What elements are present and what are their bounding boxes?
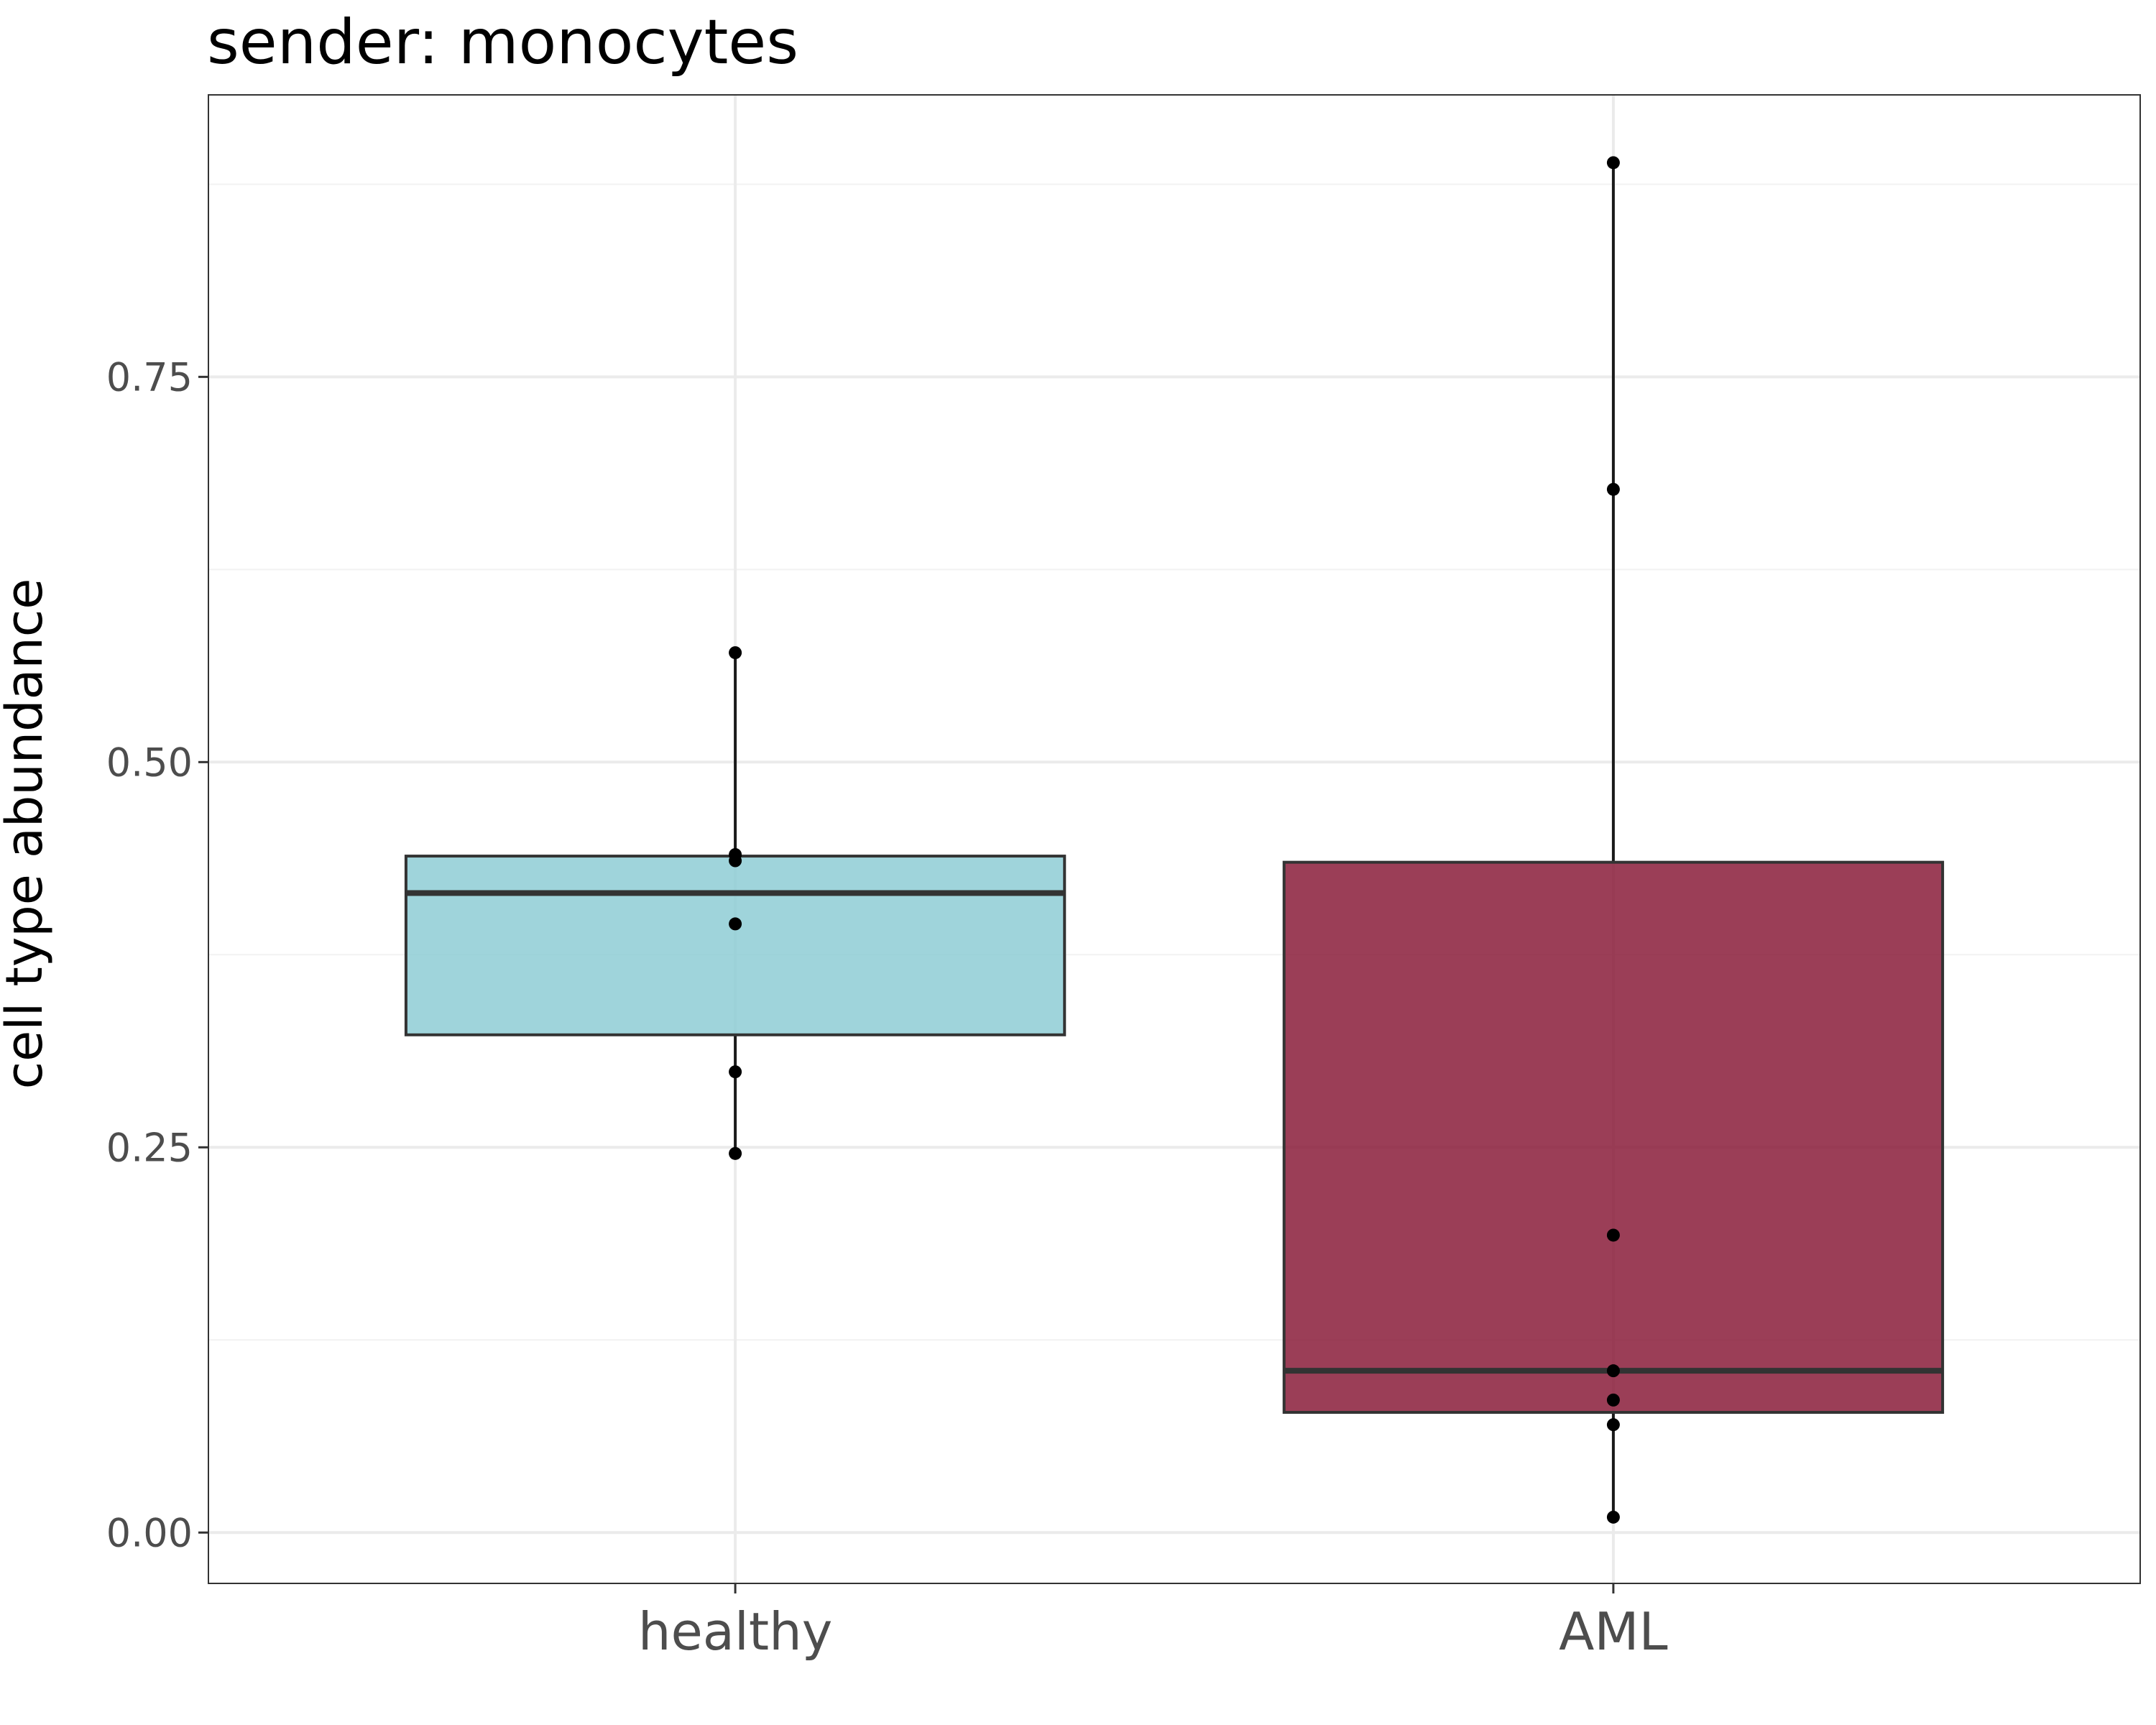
boxplot-AML bbox=[1282, 162, 1945, 1517]
data-point bbox=[729, 1146, 742, 1160]
box-AML bbox=[1282, 860, 1945, 1414]
data-point bbox=[729, 917, 742, 931]
data-point bbox=[1606, 1393, 1620, 1407]
y-axis-label: cell type abundance bbox=[0, 579, 54, 1090]
data-point bbox=[1606, 1510, 1620, 1524]
data-point bbox=[1606, 1418, 1620, 1432]
data-point bbox=[1606, 156, 1620, 170]
data-point bbox=[1606, 482, 1620, 496]
data-point bbox=[729, 646, 742, 660]
y-tick-label: 0.25 bbox=[106, 1125, 193, 1170]
boxplot-healthy bbox=[404, 653, 1067, 1154]
data-point bbox=[729, 854, 742, 868]
x-axis-ticks: healthy AML bbox=[638, 1583, 1668, 1662]
x-tick-label: AML bbox=[1559, 1601, 1668, 1662]
x-tick-label: healthy bbox=[638, 1601, 833, 1662]
box-healthy bbox=[404, 855, 1067, 1036]
y-tick-label: 0.50 bbox=[106, 740, 193, 785]
chart-title: sender: monocytes bbox=[207, 6, 798, 78]
data-point bbox=[729, 1065, 742, 1079]
y-axis-ticks: 0.00 0.25 0.50 0.75 bbox=[106, 354, 208, 1555]
data-points bbox=[729, 156, 1620, 1524]
y-tick-label: 0.75 bbox=[106, 354, 193, 400]
data-point bbox=[1606, 1364, 1620, 1378]
boxplots bbox=[404, 162, 1945, 1517]
data-point bbox=[1606, 1228, 1620, 1242]
y-tick-label: 0.00 bbox=[106, 1510, 193, 1555]
plot-panel-border bbox=[208, 94, 2141, 1584]
